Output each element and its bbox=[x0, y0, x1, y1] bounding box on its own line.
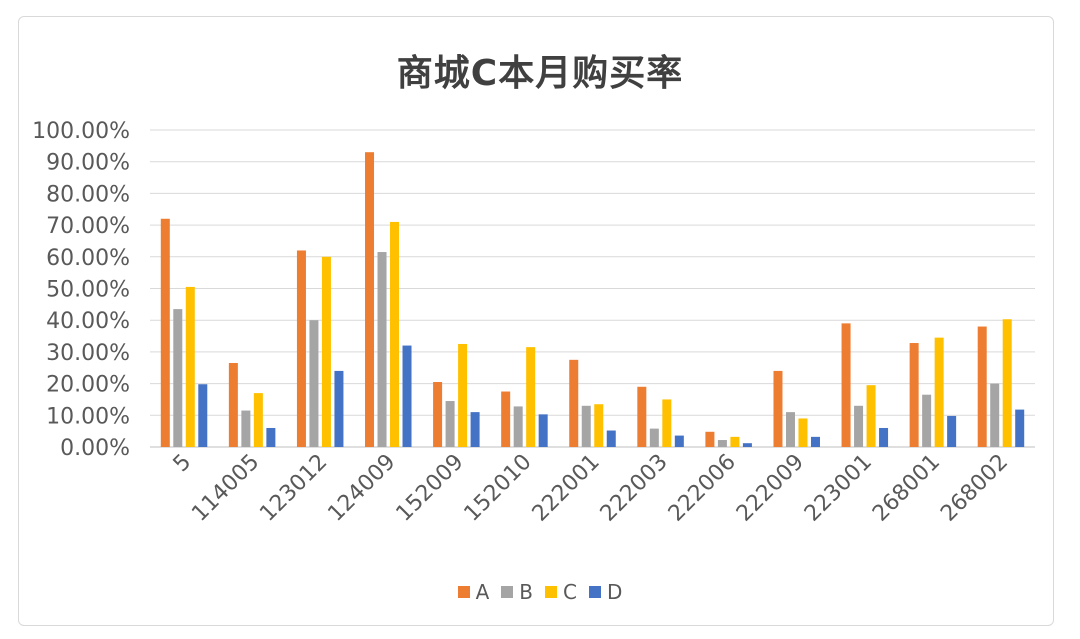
y-tick-label: 60.00% bbox=[46, 246, 130, 271]
bar-C-114005 bbox=[253, 393, 263, 447]
legend-swatch bbox=[588, 586, 601, 598]
bar-D-124009 bbox=[402, 345, 412, 447]
legend-swatch bbox=[457, 586, 470, 598]
bar-B-5 bbox=[173, 309, 183, 447]
bar-D-152010 bbox=[538, 414, 548, 447]
bar-A-268002 bbox=[977, 326, 987, 447]
x-tick-label: 222003 bbox=[596, 450, 673, 527]
bar-C-222003 bbox=[662, 399, 672, 447]
y-tick-label: 0.00% bbox=[60, 436, 130, 461]
legend-item-B: B bbox=[501, 580, 533, 604]
chart-title: 商城C本月购买率 bbox=[396, 53, 684, 94]
bar-D-114005 bbox=[266, 427, 276, 447]
bar-A-222003 bbox=[637, 386, 647, 447]
x-tick-label: 124009 bbox=[323, 450, 400, 527]
legend-label: C bbox=[563, 580, 577, 604]
bar-C-223001 bbox=[866, 385, 876, 447]
bar-A-268001 bbox=[909, 343, 919, 447]
x-tick-label: 114005 bbox=[187, 450, 264, 527]
legend-label: B bbox=[519, 580, 534, 604]
y-tick-label: 80.00% bbox=[46, 182, 130, 207]
legend-swatch bbox=[545, 586, 558, 598]
legend-label: D bbox=[606, 580, 623, 604]
bar-B-152009 bbox=[445, 401, 455, 447]
legend-swatch bbox=[501, 586, 514, 598]
bar-C-268001 bbox=[934, 337, 944, 447]
y-tick-label: 100.00% bbox=[32, 119, 130, 144]
y-tick-label: 10.00% bbox=[46, 404, 130, 429]
bar-B-222006 bbox=[717, 440, 727, 447]
x-tick-label: 223001 bbox=[800, 450, 877, 527]
chart-legend: A B C D bbox=[0, 580, 1080, 604]
legend-item-D: D bbox=[588, 580, 623, 604]
bar-D-222009 bbox=[810, 436, 820, 447]
bar-D-223001 bbox=[879, 427, 889, 447]
bar-A-114005 bbox=[228, 362, 238, 447]
x-tick-label: 222006 bbox=[664, 450, 741, 527]
bar-C-152010 bbox=[526, 347, 536, 447]
y-tick-label: 30.00% bbox=[46, 341, 130, 366]
bar-B-222001 bbox=[581, 405, 591, 447]
bar-C-5 bbox=[185, 286, 195, 447]
y-tick-label: 40.00% bbox=[46, 309, 130, 334]
bar-B-123012 bbox=[309, 320, 319, 447]
x-tick-label: 5 bbox=[169, 450, 197, 478]
bar-D-222006 bbox=[742, 443, 752, 447]
bar-B-152010 bbox=[513, 406, 523, 447]
x-tick-label: 123012 bbox=[255, 450, 332, 527]
bar-C-222009 bbox=[798, 418, 808, 447]
bar-D-268001 bbox=[947, 415, 957, 447]
bar-A-222006 bbox=[705, 431, 715, 447]
x-tick-label: 152009 bbox=[392, 450, 469, 527]
bar-C-123012 bbox=[321, 256, 331, 447]
legend-label: A bbox=[475, 580, 490, 604]
legend-item-C: C bbox=[545, 580, 577, 604]
bar-D-268002 bbox=[1015, 409, 1025, 447]
x-tick-label: 222009 bbox=[732, 450, 809, 527]
bar-A-152009 bbox=[433, 382, 443, 447]
bar-B-268002 bbox=[990, 383, 1000, 447]
bar-A-223001 bbox=[841, 323, 851, 447]
y-tick-label: 90.00% bbox=[46, 151, 130, 176]
bar-A-123012 bbox=[296, 250, 306, 447]
x-tick-label: 222001 bbox=[528, 450, 605, 527]
bar-B-223001 bbox=[854, 405, 864, 447]
bar-A-222009 bbox=[773, 370, 783, 447]
x-tick-label: 152010 bbox=[460, 450, 537, 527]
bar-D-222003 bbox=[674, 435, 684, 447]
bar-B-222003 bbox=[649, 428, 659, 447]
y-tick-label: 50.00% bbox=[46, 278, 130, 303]
legend-item-A: A bbox=[457, 580, 490, 604]
bar-C-152009 bbox=[458, 343, 468, 447]
bar-C-124009 bbox=[390, 221, 400, 447]
bar-D-5 bbox=[198, 384, 208, 447]
bar-D-123012 bbox=[334, 370, 344, 447]
bar-A-222001 bbox=[569, 359, 579, 447]
y-tick-label: 70.00% bbox=[46, 214, 130, 239]
x-tick-label: 268002 bbox=[936, 450, 1013, 527]
bar-C-268002 bbox=[1002, 319, 1012, 447]
bar-D-222001 bbox=[606, 430, 616, 447]
bar-A-5 bbox=[160, 218, 170, 447]
bar-B-124009 bbox=[377, 252, 387, 447]
x-tick-label: 268001 bbox=[868, 450, 945, 527]
bar-A-152010 bbox=[501, 391, 511, 447]
bar-C-222006 bbox=[730, 436, 740, 447]
bar-B-114005 bbox=[241, 410, 251, 447]
bar-C-222001 bbox=[594, 404, 604, 447]
bar-A-124009 bbox=[365, 152, 375, 447]
bar-D-152009 bbox=[470, 412, 480, 447]
y-tick-label: 20.00% bbox=[46, 373, 130, 398]
bar-B-268001 bbox=[922, 394, 932, 447]
bar-B-222009 bbox=[785, 412, 795, 447]
